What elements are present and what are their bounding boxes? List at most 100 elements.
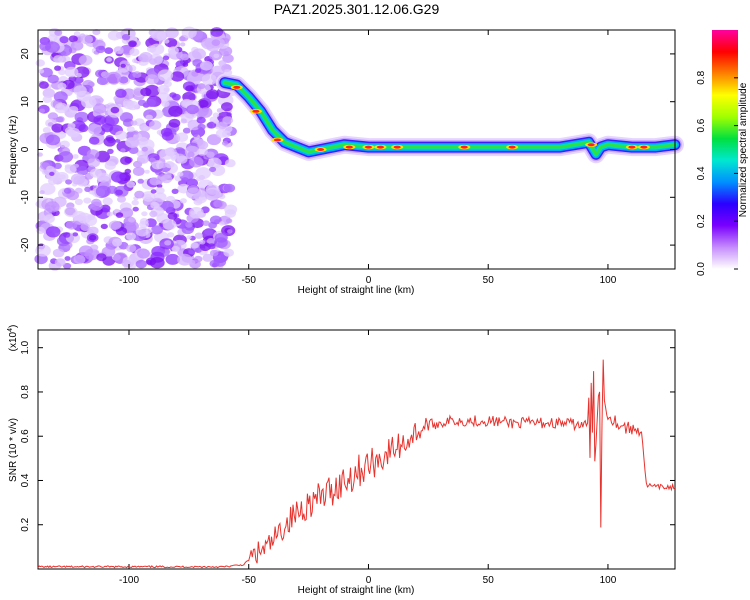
- noise-blob: [77, 212, 92, 224]
- noise-blob: [163, 39, 170, 44]
- ridge-peak-core: [317, 148, 325, 151]
- noise-blob: [105, 71, 122, 84]
- noise-blob: [37, 152, 43, 157]
- colorbar-tick-label: 0.8: [696, 70, 707, 84]
- noise-blob: [213, 199, 224, 208]
- snr-line: [37, 359, 676, 569]
- noise-blob: [121, 259, 131, 267]
- noise-blob: [57, 82, 67, 90]
- noise-blob: [63, 262, 72, 270]
- noise-blob: [65, 179, 73, 185]
- noise-blob: [126, 244, 137, 253]
- noise-blob: [93, 115, 107, 125]
- colorbar-tick-label: 0.6: [696, 118, 707, 132]
- noise-blob: [227, 229, 233, 234]
- ridge-peak-core: [460, 145, 468, 149]
- noise-blob: [87, 157, 101, 168]
- noise-blob: [197, 83, 206, 90]
- snr-y-tick-label: 0.4: [20, 473, 31, 487]
- noise-blob: [63, 188, 72, 194]
- noise-blob: [44, 201, 60, 213]
- noise-blob: [207, 157, 222, 169]
- noise-blob: [175, 132, 189, 142]
- ridge-peak-core: [587, 143, 595, 147]
- noise-blob: [180, 53, 190, 61]
- noise-blob: [204, 228, 214, 236]
- noise-blob: [125, 137, 140, 148]
- noise-blob: [197, 140, 209, 150]
- noise-blob: [148, 58, 157, 65]
- noise-blob: [186, 187, 201, 199]
- snr-x-tick-label: 100: [600, 575, 617, 586]
- spectrogram-x-tick-label: 0: [366, 275, 372, 286]
- noise-blob: [209, 166, 217, 173]
- noise-blob: [150, 201, 160, 209]
- noise-blob: [144, 193, 152, 200]
- noise-blob: [53, 162, 62, 170]
- noise-blob: [218, 60, 227, 67]
- noise-blob: [39, 190, 45, 195]
- noise-blob: [126, 126, 135, 133]
- noise-blob: [52, 248, 65, 258]
- noise-blob: [199, 239, 206, 245]
- spectrogram-x-tick-label: -50: [242, 275, 257, 286]
- noise-blob: [200, 60, 213, 71]
- noise-blob: [226, 112, 232, 117]
- noise-blob: [129, 48, 140, 56]
- noise-blob: [104, 161, 117, 170]
- noise-blob: [171, 245, 180, 253]
- ridge-peak-core: [376, 145, 384, 149]
- noise-blob: [53, 91, 68, 103]
- noise-blob: [87, 226, 99, 236]
- noise-blob: [64, 164, 77, 174]
- noise-blob: [141, 146, 148, 152]
- noise-blob: [193, 255, 203, 263]
- ridge-peak-core: [233, 85, 241, 89]
- noise-blob: [122, 100, 135, 110]
- noise-blob: [115, 189, 123, 196]
- noise-blob: [74, 111, 89, 123]
- noise-blob: [137, 99, 147, 107]
- noise-blob: [211, 39, 221, 46]
- noise-blob: [95, 185, 111, 198]
- noise-blob: [101, 246, 116, 257]
- noise-blob: [96, 253, 107, 262]
- noise-blob: [224, 204, 238, 215]
- noise-blob: [53, 55, 64, 64]
- ridge-peak-core: [640, 145, 648, 149]
- noise-blob: [180, 42, 186, 47]
- noise-blob: [101, 123, 114, 133]
- colorbar-bar: [712, 30, 738, 269]
- snr-y-tick-label: 0.2: [20, 517, 31, 531]
- noise-blob: [137, 178, 144, 184]
- noise-blob: [47, 74, 59, 84]
- noise-blob: [195, 68, 202, 73]
- page-title: PAZ1.2025.301.12.06.G29: [273, 1, 440, 17]
- noise-blob: [104, 47, 114, 54]
- snr-x-tick-label: -50: [242, 575, 257, 586]
- noise-blob: [120, 156, 132, 165]
- noise-blob: [67, 122, 76, 130]
- snr-y-tick-label: 1.0: [20, 340, 31, 354]
- colorbar-tick-label: 0.2: [696, 214, 707, 228]
- spectrogram-y-tick-label: 10: [20, 96, 31, 108]
- colorbar-tick-label: 0.4: [696, 166, 707, 180]
- noise-blob: [128, 217, 136, 223]
- noise-blob: [192, 48, 206, 60]
- noise-blob: [177, 171, 184, 177]
- noise-blob: [36, 226, 46, 235]
- noise-blob: [162, 55, 170, 61]
- noise-blob: [63, 232, 71, 238]
- noise-blob: [56, 116, 65, 123]
- noise-blob: [83, 197, 92, 204]
- noise-blob: [149, 157, 156, 163]
- noise-blob: [92, 28, 101, 36]
- noise-blob: [165, 161, 175, 169]
- noise-blob: [72, 232, 79, 237]
- noise-blob: [170, 71, 185, 82]
- spectrogram-x-ticks: -100 -50 0 50 100: [119, 30, 617, 286]
- noise-blob: [59, 174, 66, 180]
- noise-blob: [209, 249, 219, 257]
- noise-blob: [49, 171, 55, 176]
- noise-blob: [201, 73, 217, 86]
